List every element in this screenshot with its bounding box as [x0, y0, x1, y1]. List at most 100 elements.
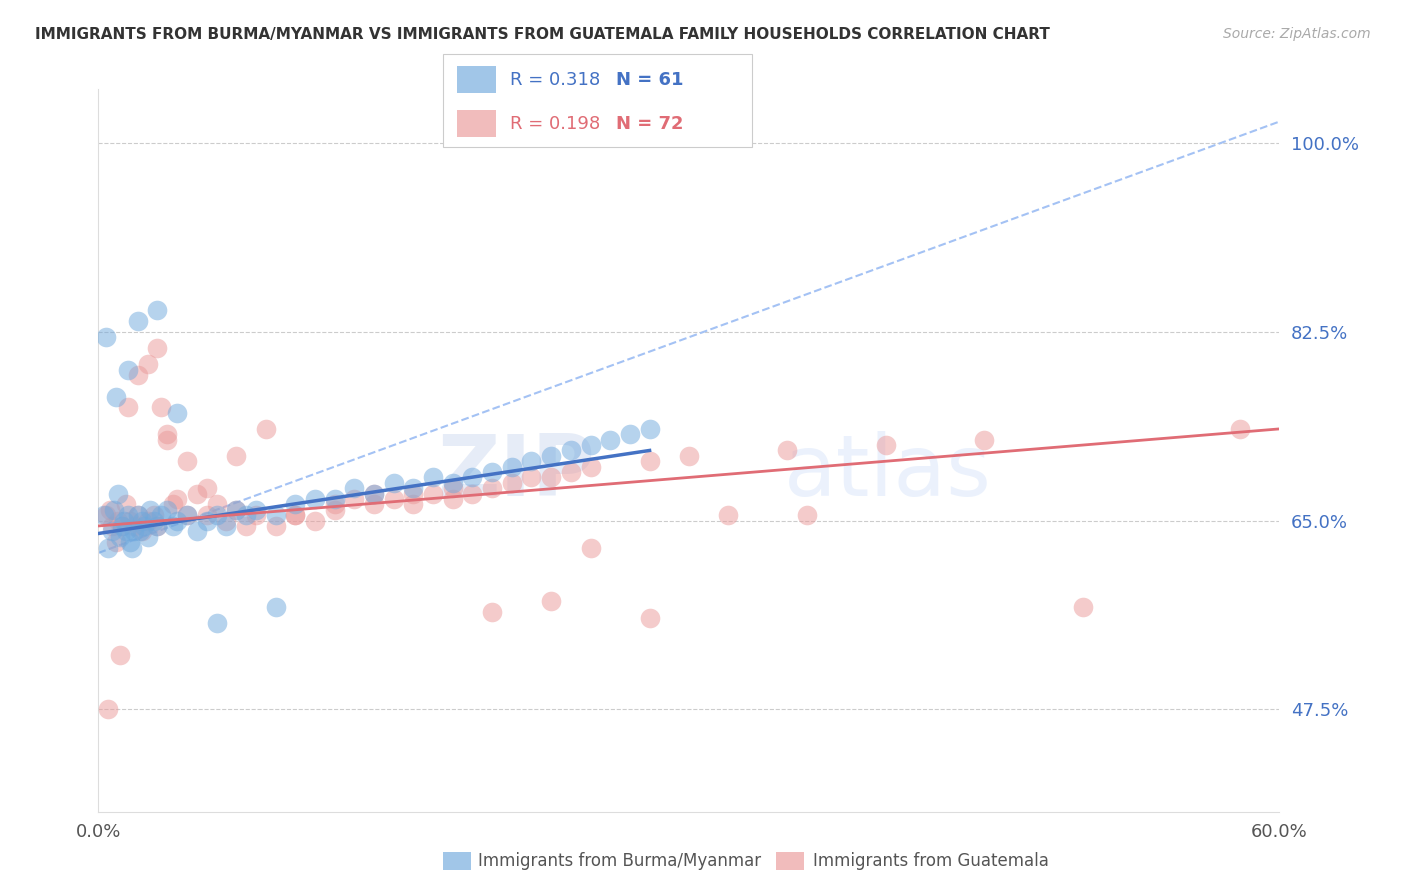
Point	[284, 497, 307, 511]
Point	[150, 508, 173, 523]
Point	[1071, 599, 1094, 614]
Point	[422, 486, 444, 500]
Point	[284, 508, 307, 523]
Point	[118, 514, 141, 528]
Point	[111, 519, 134, 533]
Point	[136, 530, 159, 544]
Text: ZIP: ZIP	[437, 431, 595, 514]
Text: Source: ZipAtlas.com: Source: ZipAtlas.com	[1223, 27, 1371, 41]
Point	[117, 401, 139, 415]
Point	[363, 486, 385, 500]
Point	[363, 497, 385, 511]
Point	[323, 491, 346, 506]
Point	[131, 514, 153, 528]
Point	[235, 519, 257, 533]
Point	[195, 514, 218, 528]
Point	[441, 481, 464, 495]
Point	[115, 524, 138, 539]
Text: R = 0.318: R = 0.318	[510, 70, 600, 88]
Point	[215, 514, 238, 528]
Point	[776, 443, 799, 458]
Point	[638, 610, 661, 624]
Point	[142, 508, 165, 523]
Point	[619, 427, 641, 442]
Point	[481, 481, 503, 495]
Point	[136, 357, 159, 371]
Point	[156, 427, 179, 442]
Point	[461, 470, 484, 484]
Point	[96, 330, 118, 344]
Point	[579, 438, 602, 452]
Point	[103, 502, 125, 516]
Point	[402, 497, 425, 511]
Point	[162, 497, 184, 511]
Point	[501, 459, 523, 474]
Point	[127, 314, 149, 328]
Point	[540, 594, 562, 608]
Point	[121, 541, 143, 555]
Point	[796, 508, 818, 523]
Point	[323, 497, 346, 511]
Point	[107, 486, 129, 500]
Point	[156, 433, 179, 447]
Point	[520, 470, 543, 484]
Point	[264, 599, 287, 614]
Point	[176, 508, 198, 523]
Point	[323, 502, 346, 516]
Point	[117, 508, 139, 523]
Point	[422, 470, 444, 484]
Point	[284, 508, 307, 523]
Point	[186, 524, 208, 539]
Point	[363, 486, 385, 500]
Point	[105, 390, 128, 404]
Point	[225, 502, 247, 516]
Point	[382, 475, 405, 490]
Point	[176, 508, 198, 523]
Point	[402, 486, 425, 500]
Point	[343, 481, 366, 495]
Point	[146, 341, 169, 355]
Text: IMMIGRANTS FROM BURMA/MYANMAR VS IMMIGRANTS FROM GUATEMALA FAMILY HOUSEHOLDS COR: IMMIGRANTS FROM BURMA/MYANMAR VS IMMIGRA…	[35, 27, 1050, 42]
Point	[205, 615, 228, 630]
Point	[138, 502, 160, 516]
Point	[132, 519, 155, 533]
Point	[117, 362, 139, 376]
Point	[579, 459, 602, 474]
Point	[101, 519, 124, 533]
Point	[205, 497, 228, 511]
Point	[304, 514, 326, 528]
Point	[501, 475, 523, 490]
Point	[136, 514, 159, 528]
Text: atlas: atlas	[783, 431, 991, 514]
Point	[638, 454, 661, 468]
Point	[638, 422, 661, 436]
Point	[131, 524, 153, 539]
Point	[166, 514, 188, 528]
Point	[481, 465, 503, 479]
Point	[225, 502, 247, 516]
Point	[166, 491, 188, 506]
Point	[96, 508, 118, 523]
Point	[108, 648, 131, 663]
Point	[176, 454, 198, 468]
Point	[186, 486, 208, 500]
Point	[540, 470, 562, 484]
Point	[254, 422, 277, 436]
Point	[162, 519, 184, 533]
Point	[264, 508, 287, 523]
Point	[146, 303, 169, 318]
Point	[195, 481, 218, 495]
Point	[560, 465, 582, 479]
Text: R = 0.198: R = 0.198	[510, 115, 600, 133]
Point	[343, 491, 366, 506]
Point	[156, 502, 179, 516]
Point	[245, 508, 267, 523]
Point	[520, 454, 543, 468]
Point	[441, 475, 464, 490]
Point	[481, 605, 503, 619]
Point	[142, 514, 165, 528]
Point	[93, 508, 115, 523]
Point	[127, 508, 149, 523]
Point	[717, 508, 740, 523]
Point	[111, 519, 134, 533]
